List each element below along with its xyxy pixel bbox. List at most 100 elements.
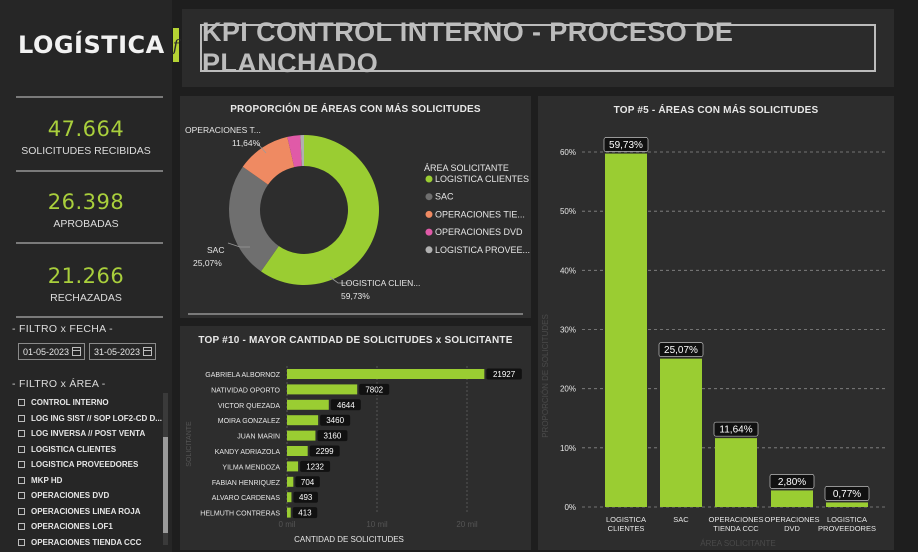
data-label-bg [603, 137, 649, 152]
area-filter-item[interactable]: OPERACIONES LINEA ROJA [18, 504, 168, 520]
bar[interactable] [287, 446, 308, 456]
checkbox-icon[interactable] [18, 399, 25, 407]
y-tick-label: JUAN MARIN [237, 434, 280, 441]
x-tick-label: OPERACIONES TIENDA CCC [708, 515, 763, 533]
legend-item[interactable]: LOGISTICA CLIENTES [435, 174, 529, 184]
leader-line [257, 143, 267, 154]
checkbox-icon[interactable] [18, 461, 25, 469]
area-filter-label: OPERACIONES LOF1 [31, 522, 113, 532]
bar[interactable] [605, 153, 647, 507]
area-filter-item[interactable]: LOGISTICA PROVEEDORES [18, 457, 168, 473]
area-filter-item[interactable]: OPERACIONES TIENDA CCC [18, 535, 168, 551]
bar[interactable] [287, 507, 291, 518]
area-filter-label: OPERACIONES LINEA ROJA [31, 506, 141, 516]
bar[interactable] [287, 430, 316, 441]
y-tick-label: 30% [560, 326, 576, 335]
donut-slice[interactable] [260, 135, 379, 285]
data-label-bg [359, 383, 390, 395]
start-date-input[interactable]: 01-05-2023 [18, 343, 85, 360]
x-axis-label: ÁREA SOLICITANTE [700, 539, 775, 548]
checkbox-icon[interactable] [18, 476, 25, 484]
area-filter-item[interactable]: OPERACIONES LOF1 [18, 519, 168, 535]
bar[interactable] [287, 384, 358, 395]
kpi-label: APROBADAS [53, 218, 119, 230]
bar[interactable] [771, 490, 813, 507]
checkbox-icon[interactable] [18, 492, 25, 500]
area-filter-item[interactable]: LOG ING SIST // SOP LOF2-CD D... [18, 411, 168, 427]
x-tick-label: SAC [673, 515, 689, 524]
checkbox-icon[interactable] [18, 414, 25, 422]
bar[interactable] [287, 492, 292, 503]
legend-dot-icon [425, 228, 433, 236]
calendar-icon[interactable] [72, 347, 81, 356]
page-title: KPI CONTROL INTERNO - PROCESO DE PLANCHA… [202, 17, 734, 78]
data-label: 21927 [493, 370, 516, 379]
slice-label-name: LOGISTICA CLIEN... [341, 278, 420, 288]
area-filter-label: OPERACIONES TIENDA CCC [31, 537, 142, 547]
bar[interactable] [287, 415, 319, 426]
bar[interactable] [287, 476, 294, 487]
area-filter-item[interactable]: MKP HD [18, 473, 168, 489]
checkbox-icon[interactable] [18, 523, 25, 531]
y-tick-label: 20% [560, 385, 576, 394]
bar[interactable] [287, 369, 485, 379]
data-label-bg [824, 486, 870, 501]
data-label: 4644 [337, 401, 355, 410]
legend-item[interactable]: SAC [435, 192, 454, 202]
donut-slice[interactable] [287, 135, 302, 168]
data-label-bg [317, 430, 348, 442]
bar[interactable] [287, 399, 329, 410]
legend-item[interactable]: LOGISTICA PROVEE... [435, 245, 530, 255]
data-label-bg [293, 491, 318, 503]
calendar-icon[interactable] [143, 347, 152, 356]
y-tick-label: GABRIELA ALBORNOZ [205, 372, 280, 379]
top10-bar-chart-panel: TOP #10 - MAYOR CANTIDAD DE SOLICITUDES … [180, 326, 531, 550]
x-tick-label: 10 mil [366, 520, 388, 529]
kpi-value: 26.398 [47, 190, 125, 214]
checkbox-icon[interactable] [18, 445, 25, 453]
scrollbar-thumb[interactable] [163, 437, 168, 533]
legend-dot-icon [425, 193, 433, 201]
y-tick-label: YILMA MENDOZA [222, 464, 280, 471]
legend-item[interactable]: OPERACIONES DVD [435, 227, 523, 237]
donut-chart-title: PROPORCIÓN DE ÁREAS CON MÁS SOLICITUDES [230, 104, 481, 115]
area-filter-list: CONTROL INTERNO LOG ING SIST // SOP LOF2-… [18, 395, 168, 550]
area-list-scrollbar[interactable] [163, 393, 168, 545]
area-filter-item[interactable]: OPERACIONES DVD [18, 488, 168, 504]
legend-item[interactable]: OPERACIONES TIE... [435, 209, 525, 219]
logo-mark-icon: f [172, 28, 179, 62]
bar[interactable] [287, 461, 299, 472]
bar[interactable] [826, 502, 868, 507]
bar[interactable] [660, 358, 702, 507]
data-label-bg [769, 474, 815, 489]
checkbox-icon[interactable] [18, 507, 25, 515]
legend-dot-icon [425, 175, 433, 183]
data-label: 0,77% [833, 489, 861, 500]
data-label-bg [330, 399, 361, 411]
area-filter-item[interactable]: LOG INVERSA // POST VENTA [18, 426, 168, 442]
x-tick-label: LOGISTICA CLIENTES [606, 515, 646, 533]
data-label-bg [300, 460, 331, 472]
area-filter-item[interactable]: CONTROL INTERNO [18, 395, 168, 411]
y-tick-label: FABIAN HENRIQUEZ [212, 480, 281, 487]
end-date-input[interactable]: 31-05-2023 [89, 343, 156, 360]
slice-label-name: SAC [207, 245, 224, 255]
donut-chart: LOGISTICA CLIEN... 59,73% SAC 25,07% OPE… [185, 125, 530, 301]
area-filter-item[interactable]: LOGISTICA CLIENTES [18, 442, 168, 458]
checkbox-icon[interactable] [18, 538, 25, 546]
top5-bar-chart-panel: TOP #5 - ÁREAS CON MÁS SOLICITUDES 0% 10%… [538, 96, 894, 550]
donut-slice[interactable] [229, 166, 279, 272]
end-date-value: 31-05-2023 [94, 347, 141, 357]
area-filter-label: OPERACIONES DVD [31, 491, 110, 501]
bar[interactable] [715, 438, 757, 507]
area-filter-label: LOG INVERSA // POST VENTA [31, 429, 146, 439]
data-label-bg [486, 368, 522, 380]
top5-chart-title: TOP #5 - ÁREAS CON MÁS SOLICITUDES [613, 105, 819, 116]
checkbox-icon[interactable] [18, 430, 25, 438]
donut-slice[interactable] [242, 136, 295, 185]
header: KPI CONTROL INTERNO - PROCESO DE PLANCHA… [182, 9, 894, 87]
legend-dot-icon [425, 246, 433, 254]
area-filter-label: LOG ING SIST // SOP LOF2-CD D... [31, 413, 162, 423]
slice-label-value: 25,07% [193, 258, 222, 268]
donut-slice[interactable] [300, 135, 304, 167]
